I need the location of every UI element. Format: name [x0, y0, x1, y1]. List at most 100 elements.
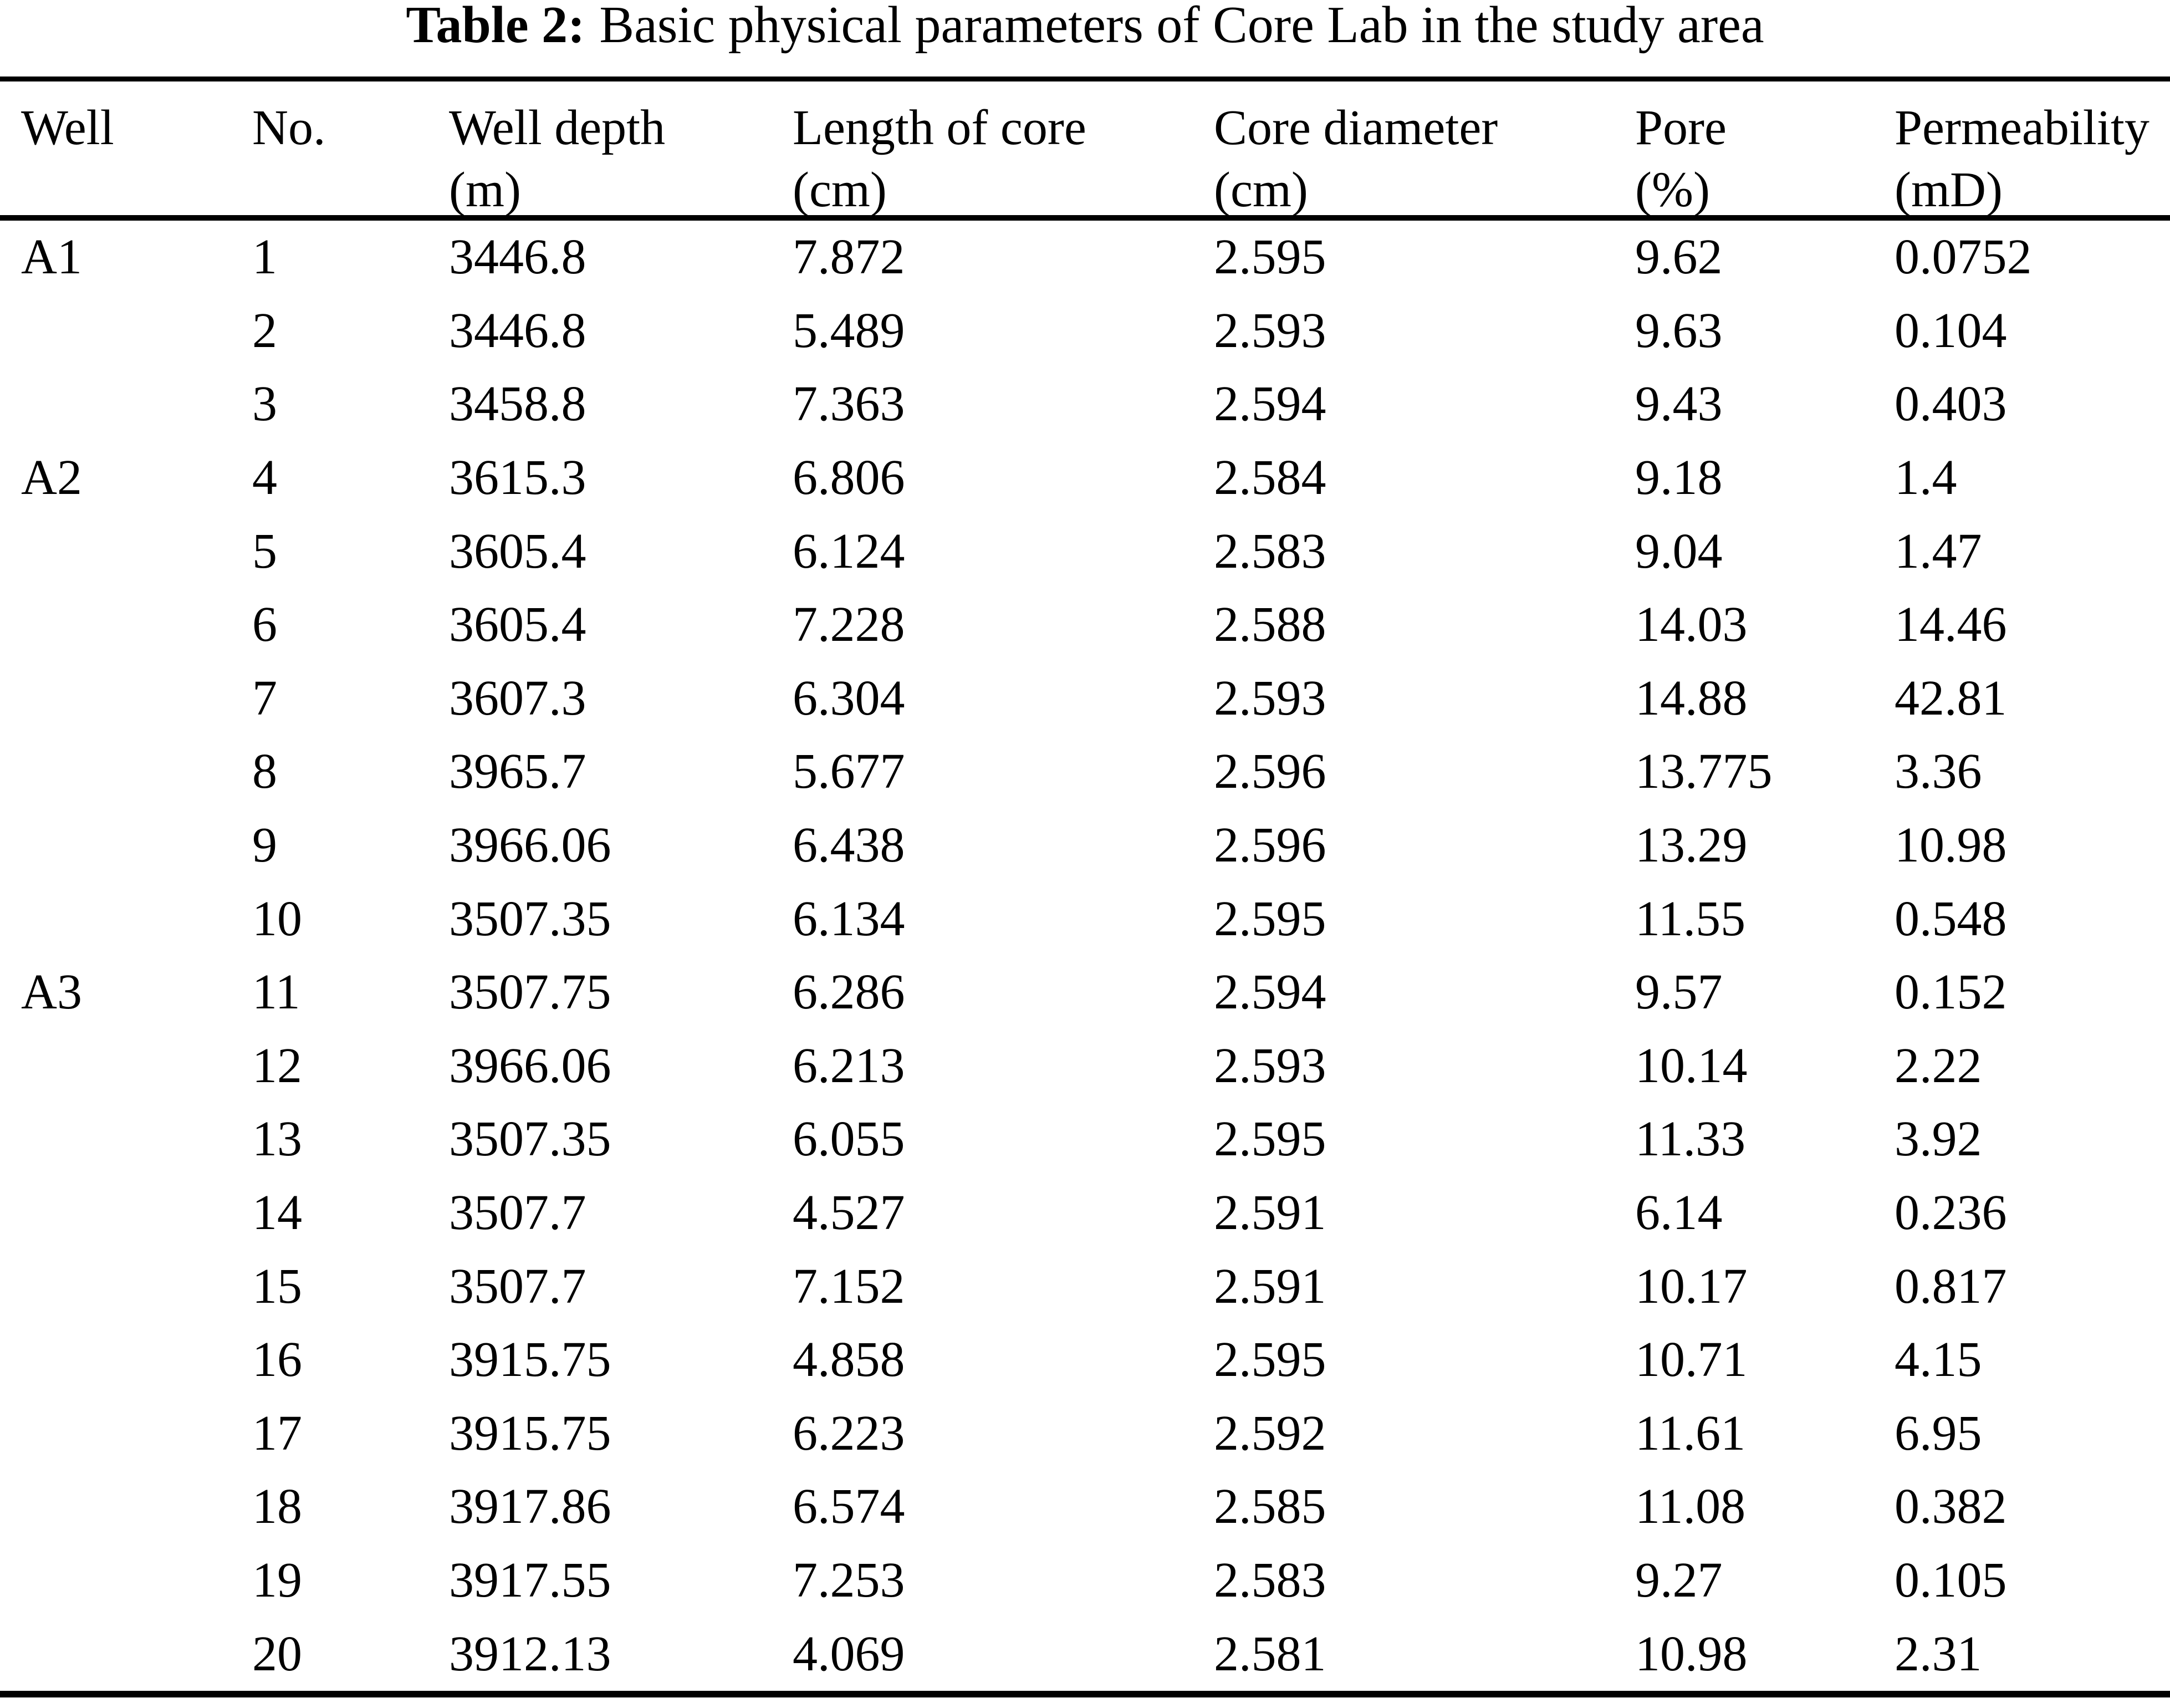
table-cell: 6.223 — [793, 1405, 905, 1461]
table-cell: 7.253 — [793, 1552, 905, 1608]
table-cell: 2.591 — [1214, 1185, 1326, 1241]
table-cell: 3915.75 — [449, 1405, 611, 1461]
table-cell: 6.213 — [793, 1038, 905, 1093]
table-caption: Table 2: Basic physical parameters of Cor… — [0, 0, 2170, 54]
column-label: Permeability — [1895, 100, 2149, 155]
table-cell: 10.17 — [1635, 1258, 1748, 1314]
table-cell: 6.304 — [793, 670, 905, 726]
column-label: Well — [21, 100, 114, 155]
table-cell: 13.775 — [1635, 744, 1773, 799]
table-cell: 3446.8 — [449, 303, 586, 358]
table-cell: 14.88 — [1635, 670, 1748, 726]
table-cell: 2.581 — [1214, 1626, 1326, 1681]
table-cell: 2.583 — [1214, 1552, 1326, 1608]
table-row: 15 3507.7 7.152 2.591 10.17 0.817 — [0, 1250, 2170, 1323]
table-row: A2 4 3615.3 6.806 2.584 9.18 1.4 — [0, 441, 2170, 515]
column-label: No. — [252, 100, 326, 155]
column-label: Length of core — [793, 100, 1086, 155]
table-cell: 6.14 — [1635, 1185, 1723, 1241]
table-cell: 2.596 — [1214, 818, 1326, 873]
table-cell: 5.677 — [793, 744, 905, 799]
table-cell: 2.585 — [1214, 1479, 1326, 1534]
table-row: 13 3507.35 6.055 2.595 11.33 3.92 — [0, 1103, 2170, 1176]
table-cell: 6.055 — [793, 1112, 905, 1167]
table-cell: 13 — [252, 1112, 302, 1167]
table-row: 5 3605.4 6.124 2.583 9.04 1.47 — [0, 514, 2170, 588]
table-cell: 15 — [252, 1258, 302, 1314]
table-cell: 2.31 — [1895, 1626, 1982, 1681]
table-cell: 7.363 — [793, 376, 905, 432]
table-cell: 1 — [252, 230, 277, 285]
column-header-pore: Pore (%) — [1635, 97, 1895, 221]
table-cell: 3507.7 — [449, 1258, 586, 1314]
table-bottom-rule — [0, 1691, 2170, 1697]
table-cell: 6.286 — [793, 965, 905, 1020]
table-cell: 3966.06 — [449, 1038, 611, 1093]
table-cell: 2.594 — [1214, 965, 1326, 1020]
table-row: 7 3607.3 6.304 2.593 14.88 42.81 — [0, 662, 2170, 736]
table-cell: 3.36 — [1895, 744, 1982, 799]
table-cell: 3915.75 — [449, 1332, 611, 1388]
table-cell: 9.43 — [1635, 376, 1723, 432]
table-cell: 6.134 — [793, 891, 905, 946]
table-row: 10 3507.35 6.134 2.595 11.55 0.548 — [0, 882, 2170, 956]
table-cell: 11.61 — [1635, 1405, 1746, 1461]
table-cell: 42.81 — [1895, 670, 2007, 726]
table-row: 19 3917.55 7.253 2.583 9.27 0.105 — [0, 1544, 2170, 1618]
table-row: A1 1 3446.8 7.872 2.595 9.62 0.0752 — [0, 221, 2170, 294]
table-cell: 6.806 — [793, 450, 905, 506]
table-cell: 19 — [252, 1552, 302, 1608]
table-cell: 0.104 — [1895, 303, 2007, 358]
table-cell: 10 — [252, 891, 302, 946]
table-cell: 9.62 — [1635, 230, 1723, 285]
table-row: 18 3917.86 6.574 2.585 11.08 0.382 — [0, 1470, 2170, 1544]
table-cell: 4 — [252, 450, 277, 506]
table-cell: 2.588 — [1214, 597, 1326, 652]
table-cell: 3965.7 — [449, 744, 586, 799]
table-cell: 11.08 — [1635, 1479, 1746, 1534]
table-row: 2 3446.8 5.489 2.593 9.63 0.104 — [0, 294, 2170, 368]
table-cell: 3507.75 — [449, 965, 611, 1020]
table-cell: 10.98 — [1895, 818, 2007, 873]
column-unit: (%) — [1635, 162, 1710, 217]
table-body: A1 1 3446.8 7.872 2.595 9.62 0.0752 2 3446.8 5.48… — [0, 221, 2170, 1691]
table-cell: 0.0752 — [1895, 230, 2032, 285]
table-top-rule — [0, 77, 2170, 81]
table-cell: 11 — [252, 965, 300, 1020]
table-cell: 14.46 — [1895, 597, 2007, 652]
table-cell: 6.438 — [793, 818, 905, 873]
table-cell: 20 — [252, 1626, 302, 1681]
table-cell: 4.069 — [793, 1626, 905, 1681]
table-cell: 9.57 — [1635, 965, 1723, 1020]
table-cell: 2.22 — [1895, 1038, 1982, 1093]
table-cell: 3605.4 — [449, 523, 586, 579]
table-cell: 4.15 — [1895, 1332, 1982, 1388]
column-label: Core diameter — [1214, 100, 1498, 155]
table-cell: 9.27 — [1635, 1552, 1723, 1608]
table-cell: 0.152 — [1895, 965, 2007, 1020]
table-cell: 7.228 — [793, 597, 905, 652]
table-cell: A1 — [21, 230, 82, 285]
column-header-permeability: Permeability (mD) — [1895, 97, 2170, 221]
table-cell: 9.18 — [1635, 450, 1723, 506]
table-cell: 4.858 — [793, 1332, 905, 1388]
table-cell: 2.595 — [1214, 891, 1326, 946]
table-cell: A3 — [21, 965, 82, 1020]
table-cell: 3.92 — [1895, 1112, 1982, 1167]
table-cell: 2.595 — [1214, 230, 1326, 285]
table-row: 14 3507.7 4.527 2.591 6.14 0.236 — [0, 1176, 2170, 1250]
table-cell: 3966.06 — [449, 818, 611, 873]
table-cell: 0.817 — [1895, 1258, 2007, 1314]
table-cell: 11.55 — [1635, 891, 1746, 946]
table-caption-text: Basic physical parameters of Core Lab in… — [599, 0, 1764, 54]
column-header-well: Well — [0, 97, 252, 221]
table-cell: 11.33 — [1635, 1112, 1746, 1167]
table-cell: 2.595 — [1214, 1112, 1326, 1167]
table-cell: 1.47 — [1895, 523, 1982, 579]
table-cell: 0.382 — [1895, 1479, 2007, 1534]
table-cell: 2.584 — [1214, 450, 1326, 506]
table-cell: 13.29 — [1635, 818, 1748, 873]
table-row: 9 3966.06 6.438 2.596 13.29 10.98 — [0, 809, 2170, 883]
column-unit: (m) — [449, 162, 521, 217]
